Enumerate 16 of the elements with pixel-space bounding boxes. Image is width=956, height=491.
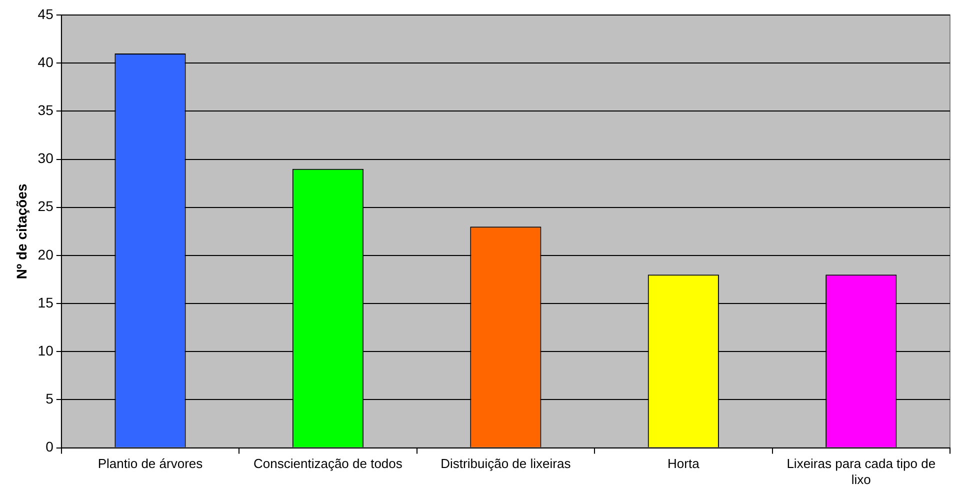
x-tick-label: Conscientização de todos <box>254 456 403 472</box>
x-tick-label: Lixeiras para cada tipo de lixo <box>786 456 936 487</box>
y-tick-label: 25 <box>38 198 54 214</box>
x-tick-label: Distribuição de lixeiras <box>440 456 572 472</box>
x-tick-label: Plantio de árvores <box>98 456 204 472</box>
y-tick-label: 20 <box>38 246 54 262</box>
y-tick-label: 0 <box>46 438 54 455</box>
y-tick-label: 10 <box>38 342 54 358</box>
y-tick-label: 35 <box>38 102 54 118</box>
y-tick-label: 40 <box>38 54 54 70</box>
x-tick-label: Horta <box>668 456 700 472</box>
y-axis-title: Nº de citações <box>13 184 30 280</box>
y-tick-label: 5 <box>46 390 54 407</box>
y-tick-label: 45 <box>38 6 54 22</box>
y-tick-label: 15 <box>38 294 54 310</box>
y-tick-label: 30 <box>38 150 54 166</box>
